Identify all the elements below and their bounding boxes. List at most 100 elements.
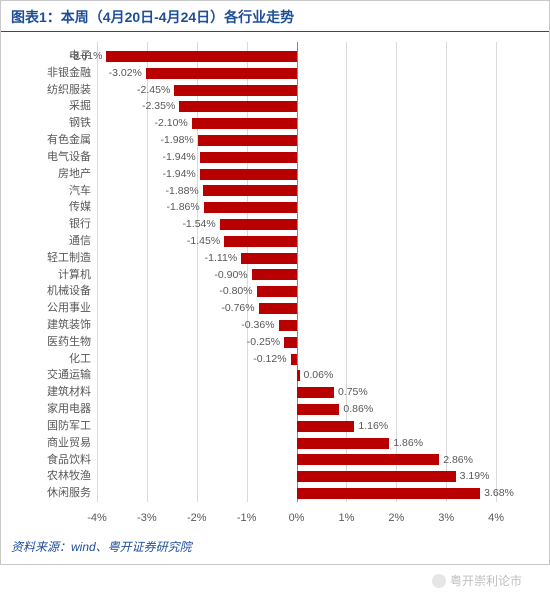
bar-row: 公用事业-0.76% (97, 300, 521, 317)
value-label: -0.80% (219, 283, 252, 300)
category-label: 机械设备 (19, 283, 91, 300)
bar (179, 101, 296, 112)
bars-layer: 电子-3.81%非银金融-3.02%纺织服装-2.45%采掘-2.35%钢铁-2… (97, 48, 521, 502)
bar-row: 建筑装饰-0.36% (97, 317, 521, 334)
bar-row: 食品饮料2.86% (97, 452, 521, 469)
bar (297, 421, 355, 432)
footer: 粤开崇利论市 (0, 565, 550, 593)
bar-row: 医药生物-0.25% (97, 334, 521, 351)
category-label: 家用电器 (19, 401, 91, 418)
bar (297, 404, 340, 415)
category-label: 汽车 (19, 183, 91, 200)
category-label: 采掘 (19, 98, 91, 115)
value-label: -2.10% (155, 115, 188, 132)
chart-title: 图表1：本周（4月20日-4月24日）各行业走势 (11, 9, 294, 25)
category-label: 建筑装饰 (19, 317, 91, 334)
value-label: -0.36% (241, 317, 274, 334)
bar (284, 337, 296, 348)
bar-row: 农林牧渔3.19% (97, 468, 521, 485)
bar-row: 房地产-1.94% (97, 166, 521, 183)
category-label: 公用事业 (19, 300, 91, 317)
value-label: -3.02% (109, 65, 142, 82)
x-tick-label: 2% (388, 512, 404, 524)
bar (146, 68, 297, 79)
category-label: 房地产 (19, 166, 91, 183)
bar-row: 休闲服务3.68% (97, 485, 521, 502)
bar-row: 轻工制造-1.11% (97, 250, 521, 267)
bar (297, 370, 300, 381)
bar (192, 118, 297, 129)
value-label: -0.90% (214, 267, 247, 284)
value-label: -2.45% (137, 82, 170, 99)
category-label: 建筑材料 (19, 384, 91, 401)
category-label: 银行 (19, 216, 91, 233)
x-tick-label: -1% (237, 512, 257, 524)
value-label: -1.88% (165, 183, 198, 200)
value-label: -1.86% (166, 199, 199, 216)
value-label: 0.86% (343, 401, 373, 418)
watermark: 粤开崇利论市 (432, 572, 522, 589)
value-label: 0.06% (304, 367, 334, 384)
category-label: 电气设备 (19, 149, 91, 166)
bar (200, 152, 297, 163)
category-label: 非银金融 (19, 65, 91, 82)
x-tick-label: -4% (87, 512, 107, 524)
bar (297, 488, 481, 499)
value-label: -1.94% (162, 166, 195, 183)
bar-row: 机械设备-0.80% (97, 283, 521, 300)
bar-row: 传媒-1.86% (97, 199, 521, 216)
category-label: 传媒 (19, 199, 91, 216)
value-label: -2.35% (142, 98, 175, 115)
bar (259, 303, 297, 314)
value-label: -0.12% (253, 351, 286, 368)
value-label: -1.94% (162, 149, 195, 166)
category-label: 商业贸易 (19, 435, 91, 452)
value-label: 1.16% (358, 418, 388, 435)
bar-row: 银行-1.54% (97, 216, 521, 233)
bar (279, 320, 297, 331)
bar-row: 建筑材料0.75% (97, 384, 521, 401)
category-label: 纺织服装 (19, 82, 91, 99)
source-row: 资料来源：wind、粤开证券研究院 (1, 532, 549, 564)
bar (297, 438, 390, 449)
bar (241, 253, 296, 264)
bar (220, 219, 297, 230)
bar (204, 202, 297, 213)
value-label: -1.98% (160, 132, 193, 149)
category-label: 化工 (19, 351, 91, 368)
value-label: -1.11% (205, 250, 238, 267)
category-label: 国防军工 (19, 418, 91, 435)
category-label: 食品饮料 (19, 452, 91, 469)
bar-row: 钢铁-2.10% (97, 115, 521, 132)
category-label: 通信 (19, 233, 91, 250)
title-row: 图表1：本周（4月20日-4月24日）各行业走势 (1, 1, 549, 32)
value-label: -0.25% (247, 334, 280, 351)
bar-row: 电气设备-1.94% (97, 149, 521, 166)
bar-row: 商业贸易1.86% (97, 435, 521, 452)
bar (257, 286, 297, 297)
bar (224, 236, 296, 247)
source-text: 资料来源：wind、粤开证券研究院 (11, 540, 192, 554)
chart-card: 图表1：本周（4月20日-4月24日）各行业走势 电子-3.81%非银金融-3.… (0, 0, 550, 565)
value-label: -0.76% (221, 300, 254, 317)
plot: 电子-3.81%非银金融-3.02%纺织服装-2.45%采掘-2.35%钢铁-2… (97, 42, 521, 532)
bar-row: 纺织服装-2.45% (97, 82, 521, 99)
bar-row: 交通运输0.06% (97, 367, 521, 384)
value-label: -1.54% (182, 216, 215, 233)
category-label: 计算机 (19, 267, 91, 284)
x-tick-label: 3% (438, 512, 454, 524)
category-label: 农林牧渔 (19, 468, 91, 485)
bar-row: 化工-0.12% (97, 351, 521, 368)
bar (198, 135, 297, 146)
chart-area: 电子-3.81%非银金融-3.02%纺织服装-2.45%采掘-2.35%钢铁-2… (1, 32, 549, 532)
category-label: 轻工制造 (19, 250, 91, 267)
bar (200, 169, 297, 180)
bar (297, 454, 440, 465)
bar (106, 51, 296, 62)
x-tick-label: 0% (289, 512, 305, 524)
bar (291, 354, 297, 365)
bar-row: 电子-3.81% (97, 48, 521, 65)
bar-row: 采掘-2.35% (97, 98, 521, 115)
x-tick-label: -2% (187, 512, 207, 524)
value-label: 3.19% (460, 468, 490, 485)
